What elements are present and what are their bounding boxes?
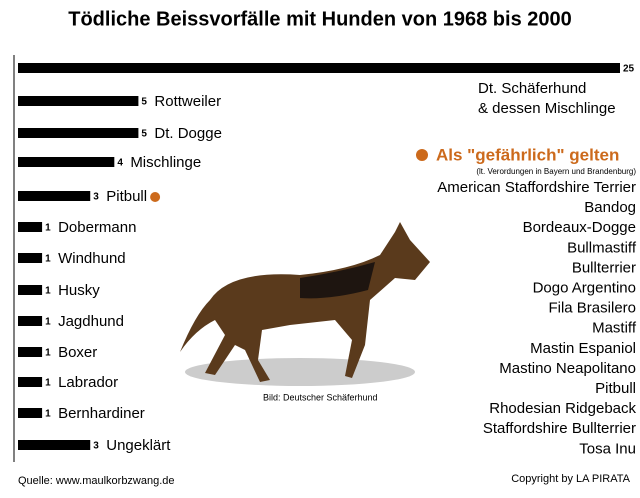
bar (18, 128, 139, 138)
value-label: 1 (45, 223, 51, 234)
bar (18, 96, 139, 106)
dangerous-note: (lt. Verordungen in Bayern und Brandenbu… (476, 167, 636, 176)
value-label: 4 (117, 158, 123, 169)
category-label: Dt. Dogge (154, 125, 222, 142)
highlight-dot (150, 192, 161, 202)
breed: Mastin Espaniol (530, 340, 636, 357)
breed: Pitbull (595, 380, 636, 397)
bar (18, 222, 43, 232)
category-label: Ungeklärt (106, 437, 171, 454)
value-label: 1 (45, 317, 51, 328)
dog-image (180, 222, 430, 386)
category-label: Boxer (58, 344, 97, 361)
bar (18, 157, 115, 167)
bar (18, 408, 43, 418)
value-label: 1 (45, 348, 51, 359)
bar (18, 63, 620, 73)
dangerous-heading: Als "gefährlich" gelten (436, 145, 619, 164)
value-label: 5 (141, 97, 147, 108)
bar (18, 316, 43, 326)
breed: American Staffordshire Terrier (437, 179, 636, 196)
bar (18, 191, 91, 201)
chart-title: Tödliche Beissvorfälle mit Hunden von 19… (68, 8, 572, 30)
value-label: 1 (45, 409, 51, 420)
bar (18, 440, 91, 450)
category-label: Rottweiler (154, 93, 221, 110)
value-label: 1 (45, 286, 51, 297)
breed: Bordeaux-Dogge (523, 219, 636, 236)
breed: Staffordshire Bullterrier (483, 420, 636, 437)
category-label: Dt. Schäferhund & dessen Mischlinge (478, 80, 616, 117)
breed: Bullterrier (572, 259, 636, 276)
value-label: 5 (141, 129, 147, 140)
category-label: Husky (58, 282, 100, 299)
value-label: 3 (93, 192, 99, 203)
breed: Bullmastiff (567, 239, 637, 256)
category-label: Labrador (58, 374, 118, 391)
bar (18, 347, 43, 357)
value-label: 1 (45, 378, 51, 389)
category-label: Jagdhund (58, 313, 124, 330)
bar (18, 377, 43, 387)
category-label: Dobermann (58, 219, 136, 236)
bar (18, 253, 43, 263)
category-label: Windhund (58, 250, 126, 267)
bar (18, 285, 43, 295)
copyright: Copyright by LA PIRATA (511, 473, 630, 485)
breed: Mastiff (592, 320, 637, 337)
breed: Fila Brasilero (548, 300, 636, 317)
category-label: Bernhardiner (58, 405, 145, 422)
legend-dot (416, 149, 428, 161)
breed: Rhodesian Ridgeback (489, 400, 636, 417)
source: Quelle: www.maulkorbzwang.de (18, 475, 175, 487)
value-label: 25 (623, 64, 635, 75)
value-label: 1 (45, 254, 51, 265)
category-label: Pitbull (106, 188, 147, 205)
breed: Bandog (584, 199, 636, 216)
image-caption: Bild: Deutscher Schäferhund (263, 392, 378, 402)
breed: Tosa Inu (579, 440, 636, 457)
category-label: Mischlinge (130, 154, 201, 171)
value-label: 3 (93, 441, 99, 452)
breed: Dogo Argentino (533, 279, 636, 296)
breed: Mastino Neapolitano (499, 360, 636, 377)
